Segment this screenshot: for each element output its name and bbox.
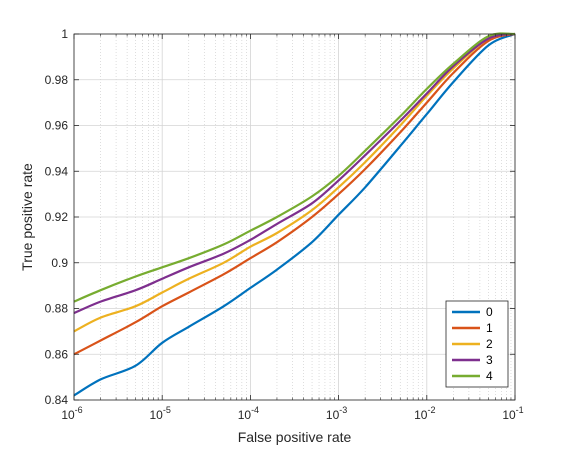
y-tick-label: 0.92 xyxy=(45,210,69,224)
y-tick-label: 0.86 xyxy=(45,347,69,361)
legend: 0 1 2 3 4 xyxy=(445,300,509,388)
x-tick-labels: 10-6 10-5 10-4 10-3 10-2 10-1 xyxy=(61,405,523,422)
x-tick-label: 10-1 xyxy=(502,405,523,422)
legend-label-1: 1 xyxy=(486,321,493,335)
legend-label-4: 4 xyxy=(486,369,493,383)
y-tick-label: 1 xyxy=(61,27,68,41)
x-tick-label-exponent: -4 xyxy=(251,405,259,415)
x-tick-label-base: 10 xyxy=(502,408,516,422)
x-tick-label: 10-2 xyxy=(414,405,435,422)
x-tick-label-exponent: -1 xyxy=(516,405,524,415)
x-axis-label: False positive rate xyxy=(238,429,352,445)
legend-label-0: 0 xyxy=(486,305,493,319)
x-tick-label-exponent: -2 xyxy=(427,405,435,415)
series-layer xyxy=(73,32,516,397)
y-tick-labels: 0.84 0.86 0.88 0.9 0.92 0.94 0.96 0.98 1 xyxy=(45,27,69,407)
x-tick-label-base: 10 xyxy=(414,408,428,422)
series-line-0 xyxy=(73,32,516,397)
x-tick-label: 10-5 xyxy=(150,405,171,422)
series-line-4 xyxy=(73,32,516,303)
x-tick-label-exponent: -6 xyxy=(75,405,83,415)
x-tick-label-base: 10 xyxy=(326,408,340,422)
y-tick-label: 0.9 xyxy=(51,256,68,270)
series-line-2 xyxy=(73,32,516,333)
y-tick-label: 0.88 xyxy=(45,302,69,316)
x-tick-label-base: 10 xyxy=(150,408,164,422)
x-tick-label-exponent: -5 xyxy=(163,405,171,415)
tick-marks xyxy=(73,33,516,401)
x-tick-label-base: 10 xyxy=(238,408,252,422)
y-axis-label: True positive rate xyxy=(19,163,35,271)
y-tick-label: 0.84 xyxy=(45,393,69,407)
x-tick-label-exponent: -3 xyxy=(339,405,347,415)
legend-label-2: 2 xyxy=(486,337,493,351)
y-tick-label: 0.94 xyxy=(45,164,69,178)
y-tick-label: 0.96 xyxy=(45,119,69,133)
series-line-1 xyxy=(73,32,516,356)
x-tick-label-base: 10 xyxy=(61,408,75,422)
x-tick-label: 10-4 xyxy=(238,405,259,422)
y-tick-label: 0.98 xyxy=(45,73,69,87)
series-line-3 xyxy=(73,32,516,315)
x-tick-label: 10-6 xyxy=(61,405,82,422)
legend-label-3: 3 xyxy=(486,353,493,367)
x-tick-label: 10-3 xyxy=(326,405,347,422)
